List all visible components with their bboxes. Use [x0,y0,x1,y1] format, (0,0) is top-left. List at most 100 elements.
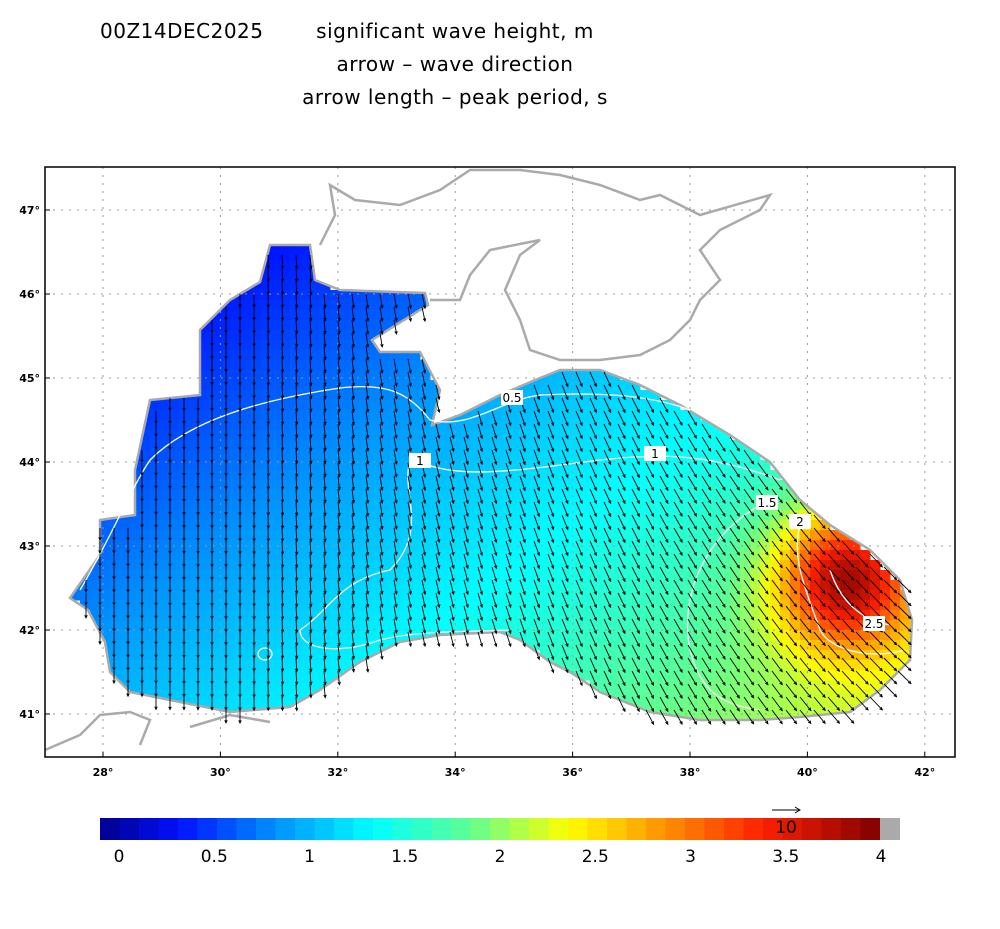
field-cell [370,560,381,571]
field-cell [200,630,211,641]
field-cell [170,450,181,461]
field-cell [320,290,331,301]
field-cell [840,650,851,661]
field-cell [150,440,161,451]
field-cell [370,390,381,401]
field-cell [270,480,281,491]
field-cell [280,620,291,631]
field-cell [370,400,381,411]
field-cell [290,490,301,501]
field-cell [360,540,371,551]
lon-label: 40° [797,766,818,779]
field-cell [540,410,551,421]
field-cell [840,580,851,591]
field-cell [350,630,361,641]
field-cell [240,360,251,371]
field-cell [220,500,231,511]
field-cell [240,470,251,481]
field-cell [350,550,361,561]
field-cell [120,670,131,681]
field-cell [340,400,351,411]
field-cell [340,570,351,581]
field-cell [410,480,421,491]
field-cell [150,570,161,581]
field-cell [130,560,141,571]
field-cell [180,410,191,421]
field-cell [410,620,421,631]
field-cell [810,700,821,711]
field-cell [350,340,361,351]
field-cell [370,630,381,641]
field-cell [740,470,751,481]
field-cell [540,480,551,491]
arrow [282,593,283,606]
field-cell [660,570,671,581]
field-cell [290,520,301,531]
field-cell [290,570,301,581]
field-cell [800,670,811,681]
field-cell [350,610,361,621]
field-cell [460,400,471,411]
field-cell [250,490,261,501]
field-cell [150,670,161,681]
arrow [282,502,283,515]
field-cell [290,680,301,691]
field-cell [300,550,311,561]
field-cell [370,590,381,601]
field-cell [170,520,181,531]
field-cell [370,300,381,311]
arrow [282,268,283,281]
field-cell [130,550,141,561]
field-cell [760,560,771,571]
field-cell [240,610,251,621]
field-cell [500,530,511,541]
field-cell [640,540,651,551]
field-cell [350,570,361,581]
field-cell [570,380,581,391]
field-cell [360,350,371,361]
field-cell [350,300,361,311]
field-cell [170,600,181,611]
field-cell [300,580,311,591]
field-cell [760,590,771,601]
field-cell [580,400,591,411]
field-cell [780,490,791,501]
lat-label: 41° [19,708,40,721]
field-cell [780,550,791,561]
field-cell [240,540,251,551]
field-cell [440,530,451,541]
arrow [282,385,283,398]
field-cell [340,390,351,401]
field-cell [300,430,311,441]
field-cell [850,610,861,621]
field-cell [270,490,281,501]
field-cell [240,560,251,571]
arrow [282,515,283,528]
field-cell [570,640,581,651]
field-cell [670,630,681,641]
field-cell [150,480,161,491]
field-cell [250,540,261,551]
field-cell [810,530,821,541]
field-cell [500,420,511,431]
field-cell [550,540,561,551]
field-cell [550,530,561,541]
field-cell [200,590,211,601]
field-cell [350,440,361,451]
field-cell [250,320,261,331]
field-cell [470,550,481,561]
field-cell [510,500,521,511]
field-cell [240,340,251,351]
field-cell [300,380,311,391]
field-cell [200,330,211,341]
field-cell [650,700,661,711]
field-cell [230,500,241,511]
field-cell [570,580,581,591]
field-cell [270,600,281,611]
field-cell [670,550,681,561]
field-cell [360,490,371,501]
field-cell [250,440,261,451]
field-cell [170,680,181,691]
field-cell [820,530,831,541]
field-cell [720,660,731,671]
